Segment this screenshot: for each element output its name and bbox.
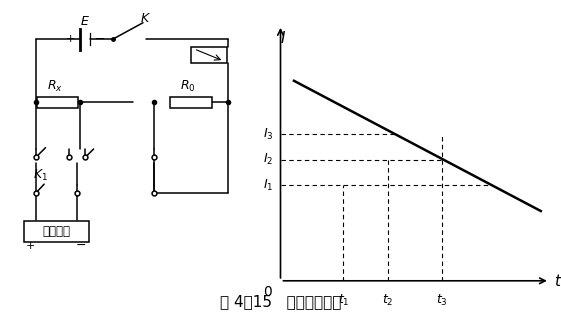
Text: $I_1$: $I_1$ (263, 178, 274, 193)
Text: +: + (66, 34, 75, 44)
Text: $E$: $E$ (80, 15, 90, 28)
Text: $I$: $I$ (280, 30, 286, 46)
Text: 0: 0 (263, 285, 272, 300)
Bar (171, 97, 211, 108)
Text: −: − (76, 239, 86, 251)
Text: $K$: $K$ (140, 12, 151, 25)
Text: $K_1$: $K_1$ (33, 168, 48, 183)
Bar (24, 221, 89, 242)
Bar (37, 97, 79, 108)
Text: $t_1$: $t_1$ (338, 292, 349, 308)
Text: $t_3$: $t_3$ (436, 292, 448, 308)
Text: $t_2$: $t_2$ (383, 292, 394, 308)
Text: −: − (95, 33, 105, 46)
Text: $I_3$: $I_3$ (263, 127, 274, 142)
Text: 电位计差: 电位计差 (43, 225, 71, 238)
Bar (191, 47, 227, 62)
Text: $R_x$: $R_x$ (47, 79, 63, 94)
Text: +: + (26, 241, 35, 251)
Text: $I_2$: $I_2$ (264, 152, 274, 168)
Text: 图 4－15   比较法测电阵: 图 4－15 比较法测电阵 (220, 294, 341, 309)
Text: $R_0$: $R_0$ (181, 79, 196, 94)
Text: $t$: $t$ (554, 273, 561, 289)
